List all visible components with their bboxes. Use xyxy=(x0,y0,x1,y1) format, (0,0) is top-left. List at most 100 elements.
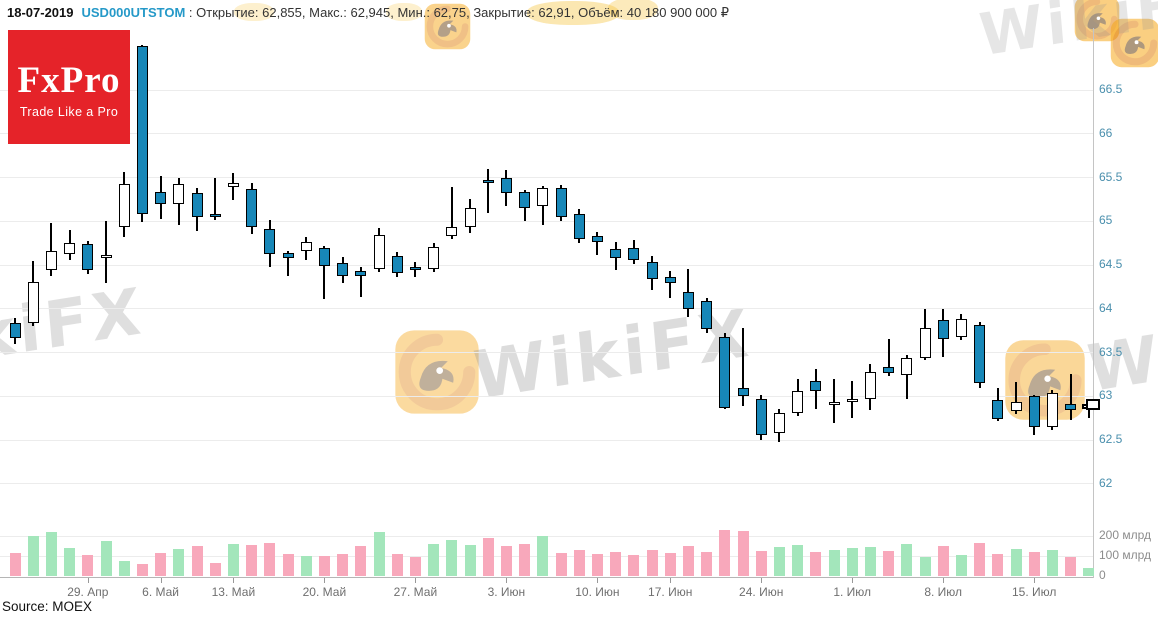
candle-body[interactable] xyxy=(1065,404,1077,411)
volume-bar[interactable] xyxy=(646,550,658,576)
candle-body[interactable] xyxy=(464,208,476,227)
candle-body[interactable] xyxy=(227,182,239,188)
volume-bar[interactable] xyxy=(519,544,531,576)
candle-body[interactable] xyxy=(864,371,876,399)
volume-bar[interactable] xyxy=(992,554,1004,576)
candle-body[interactable] xyxy=(828,402,840,406)
candle-body[interactable] xyxy=(118,183,130,228)
candle-body[interactable] xyxy=(27,281,39,323)
candle-body[interactable] xyxy=(409,266,421,271)
candle-body[interactable] xyxy=(64,243,76,254)
candle-body[interactable] xyxy=(537,188,549,207)
volume-bar[interactable] xyxy=(191,546,203,576)
volume-bar[interactable] xyxy=(682,546,694,576)
volume-bar[interactable] xyxy=(155,553,167,576)
volume-bar[interactable] xyxy=(919,557,931,576)
volume-bar[interactable] xyxy=(173,549,185,576)
volume-bar[interactable] xyxy=(391,554,403,576)
candle-body[interactable] xyxy=(1046,392,1058,427)
candle-body[interactable] xyxy=(246,188,258,228)
candle-body[interactable] xyxy=(610,249,622,258)
volume-bar[interactable] xyxy=(409,557,421,576)
volume-bar[interactable] xyxy=(828,550,840,576)
candle-body[interactable] xyxy=(555,188,567,217)
volume-bar[interactable] xyxy=(537,536,549,576)
candle-body[interactable] xyxy=(482,180,494,184)
volume-bar[interactable] xyxy=(1065,557,1077,576)
volume-bar[interactable] xyxy=(209,563,221,576)
volume-bar[interactable] xyxy=(337,554,349,576)
candle-body[interactable] xyxy=(191,193,203,217)
candle-body[interactable] xyxy=(992,399,1004,419)
candle-body[interactable] xyxy=(846,398,858,403)
volume-bar[interactable] xyxy=(500,546,512,576)
candle-body[interactable] xyxy=(737,387,749,397)
candle-body[interactable] xyxy=(719,336,731,408)
candle-body[interactable] xyxy=(282,252,294,258)
volume-bar[interactable] xyxy=(737,531,749,576)
candle-body[interactable] xyxy=(100,254,112,258)
volume-bar[interactable] xyxy=(719,530,731,576)
candle-body[interactable] xyxy=(682,292,694,309)
candle-body[interactable] xyxy=(300,242,312,251)
volume-bar[interactable] xyxy=(246,545,258,576)
candle-body[interactable] xyxy=(664,277,676,284)
volume-bar[interactable] xyxy=(118,561,130,576)
candle-body[interactable] xyxy=(591,236,603,243)
volume-bar[interactable] xyxy=(1010,549,1022,576)
volume-bar[interactable] xyxy=(227,544,239,576)
volume-bar[interactable] xyxy=(373,532,385,576)
volume-bar[interactable] xyxy=(810,552,822,576)
volume-bar[interactable] xyxy=(883,551,895,576)
volume-bar[interactable] xyxy=(792,545,804,576)
volume-bar[interactable] xyxy=(628,555,640,576)
volume-bar[interactable] xyxy=(282,554,294,576)
volume-bar[interactable] xyxy=(701,552,713,576)
volume-bar[interactable] xyxy=(1046,550,1058,576)
candle-body[interactable] xyxy=(919,328,931,358)
candle-body[interactable] xyxy=(173,183,185,204)
volume-bar[interactable] xyxy=(27,536,39,576)
candle-body[interactable] xyxy=(318,248,330,266)
candle-body[interactable] xyxy=(955,319,967,337)
candle-body[interactable] xyxy=(792,391,804,413)
candle-body[interactable] xyxy=(519,191,531,209)
candle-body[interactable] xyxy=(9,322,21,338)
volume-bar[interactable] xyxy=(664,553,676,576)
volume-bar[interactable] xyxy=(955,555,967,576)
candle-body[interactable] xyxy=(391,256,403,273)
candle-body[interactable] xyxy=(810,381,822,391)
volume-bar[interactable] xyxy=(555,553,567,576)
volume-bar[interactable] xyxy=(1083,568,1095,576)
volume-bar[interactable] xyxy=(136,564,148,576)
volume-bar[interactable] xyxy=(9,553,21,576)
volume-bar[interactable] xyxy=(755,551,767,576)
volume-bar[interactable] xyxy=(64,548,76,576)
volume-bar[interactable] xyxy=(482,538,494,576)
volume-bar[interactable] xyxy=(573,550,585,576)
volume-bar[interactable] xyxy=(1028,552,1040,576)
candle-body[interactable] xyxy=(1010,402,1022,412)
volume-bar[interactable] xyxy=(974,543,986,576)
candle-body[interactable] xyxy=(355,271,367,277)
volume-bar[interactable] xyxy=(610,552,622,576)
volume-bar[interactable] xyxy=(773,547,785,576)
volume-bar[interactable] xyxy=(82,555,94,576)
candle-body[interactable] xyxy=(773,412,785,433)
candle-body[interactable] xyxy=(883,366,895,373)
candle-body[interactable] xyxy=(428,246,440,269)
candle-body[interactable] xyxy=(628,247,640,260)
candle-body[interactable] xyxy=(155,192,167,204)
volume-bar[interactable] xyxy=(264,543,276,576)
candle-body[interactable] xyxy=(446,226,458,237)
candle-body[interactable] xyxy=(373,235,385,269)
volume-bar[interactable] xyxy=(355,546,367,576)
candle-body[interactable] xyxy=(646,262,658,279)
candle-body[interactable] xyxy=(1028,396,1040,427)
candle-body[interactable] xyxy=(209,214,221,218)
volume-bar[interactable] xyxy=(864,547,876,576)
candle-body[interactable] xyxy=(337,263,349,276)
candle-body[interactable] xyxy=(701,300,713,329)
candle-body[interactable] xyxy=(82,244,94,271)
